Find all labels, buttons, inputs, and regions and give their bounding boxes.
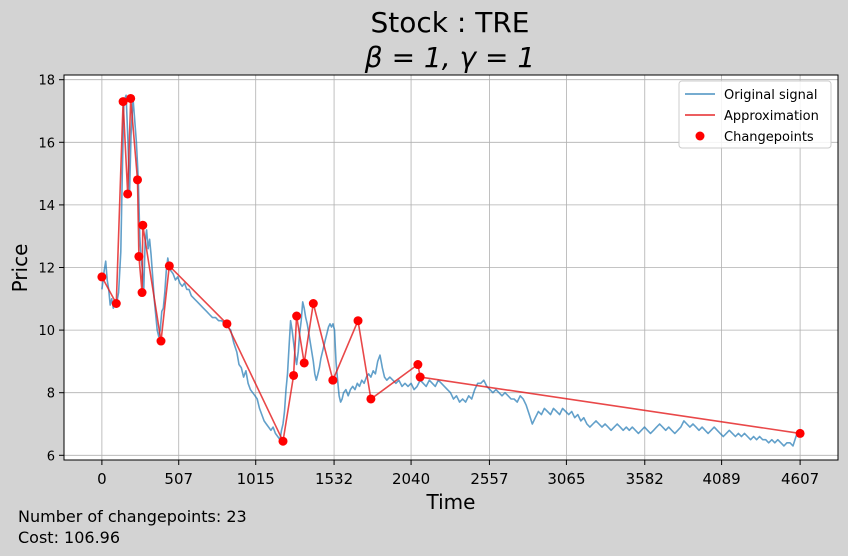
changepoint-marker bbox=[126, 93, 136, 103]
chart-title-line1: Stock : TRE bbox=[371, 6, 530, 39]
changepoint-marker bbox=[413, 360, 423, 370]
y-axis-label: Price bbox=[8, 244, 32, 293]
changepoint-marker bbox=[328, 375, 338, 385]
changepoint-marker bbox=[292, 311, 302, 321]
changepoint-marker bbox=[156, 336, 166, 346]
x-axis-ticks: 0 507 1015 1532 2040 2557 3065 3582 4089 4607 bbox=[97, 460, 819, 488]
x-tick-label: 4089 bbox=[703, 470, 741, 488]
y-tick-label: 18 bbox=[38, 74, 55, 89]
original-signal-line bbox=[101, 94, 801, 447]
original-signal-path bbox=[101, 94, 801, 447]
changepoint-marker bbox=[353, 316, 363, 326]
x-tick-label: 3065 bbox=[547, 470, 585, 488]
changepoint-marker bbox=[415, 372, 425, 382]
changepoint-marker bbox=[97, 272, 107, 282]
x-tick-label: 0 bbox=[97, 470, 107, 488]
changepoint-marker bbox=[118, 97, 128, 107]
x-axis-label: Time bbox=[426, 490, 476, 514]
y-tick-label: 6 bbox=[47, 449, 55, 464]
x-tick-label: 1532 bbox=[315, 470, 353, 488]
y-axis-ticks: 6 8 10 12 14 16 18 bbox=[38, 74, 64, 464]
y-tick-label: 10 bbox=[38, 324, 55, 339]
changepoint-marker bbox=[164, 261, 174, 271]
changepoint-marker bbox=[222, 319, 232, 329]
x-tick-label: 4607 bbox=[781, 470, 819, 488]
x-tick-label: 3582 bbox=[626, 470, 664, 488]
changepoint-marker bbox=[111, 298, 121, 308]
changepoint-marker bbox=[366, 394, 376, 404]
x-tick-label: 1015 bbox=[237, 470, 275, 488]
changepoint-marker bbox=[123, 189, 133, 199]
chart-title-line2: β = 1, γ = 1 bbox=[364, 41, 535, 74]
changepoint-marker bbox=[278, 436, 288, 446]
x-tick-label: 2040 bbox=[392, 470, 430, 488]
legend-changepoints-label: Changepoints bbox=[724, 130, 814, 145]
legend: Original signal Approximation Changepoin… bbox=[678, 80, 832, 149]
legend-approximation-label: Approximation bbox=[724, 109, 819, 124]
changepoint-marker bbox=[138, 220, 148, 230]
footer-changepoints-count: Number of changepoints: 23 bbox=[18, 507, 247, 526]
y-tick-label: 16 bbox=[38, 136, 55, 151]
y-tick-label: 14 bbox=[38, 199, 55, 214]
y-tick-label: 8 bbox=[47, 387, 55, 402]
legend-original-label: Original signal bbox=[724, 88, 817, 103]
changepoint-marker bbox=[134, 252, 144, 262]
footer-cost: Cost: 106.96 bbox=[18, 528, 121, 547]
x-tick-label: 2557 bbox=[470, 470, 508, 488]
changepoint-marker bbox=[795, 428, 805, 438]
changepoint-marker bbox=[308, 298, 318, 308]
changepoints-markers bbox=[97, 93, 805, 446]
legend-changepoints-swatch bbox=[695, 131, 705, 141]
changepoint-marker bbox=[133, 175, 143, 185]
y-tick-label: 12 bbox=[38, 262, 55, 277]
changepoint-marker bbox=[299, 358, 309, 368]
changepoint-marker bbox=[137, 288, 147, 298]
legend-box bbox=[678, 80, 832, 149]
changepoint-marker bbox=[289, 370, 299, 380]
x-tick-label: 507 bbox=[164, 470, 193, 488]
